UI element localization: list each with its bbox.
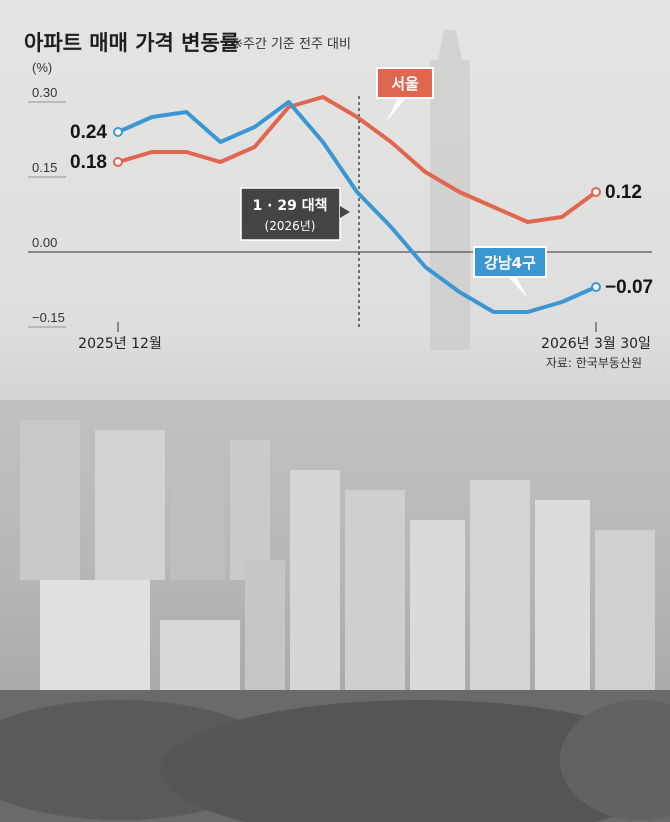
chart-title: 아파트 매매 가격 변동률 [24, 31, 239, 55]
y-axis: 0.30 0.15 0.00 −0.15 [28, 85, 652, 328]
series-line-0 [116, 95, 598, 224]
series-0-start-label: 0.18 [70, 152, 107, 173]
series-0-name: 서울 [391, 75, 419, 93]
series-0-tag-tail-outline [386, 98, 406, 122]
city-skyline-photo [0, 30, 670, 822]
series-1-tag-box [473, 246, 547, 278]
policy-annotation: 1 · 29 대책 (2026년) [240, 96, 360, 328]
annotation-box [240, 187, 341, 241]
series-0-point-0 [113, 157, 123, 167]
annotation-title: 1 · 29 대책 [253, 198, 328, 214]
y-tick-label-2: 0.00 [32, 235, 57, 250]
y-tick-label-1: 0.15 [32, 160, 57, 175]
y-tick-label-0: 0.30 [32, 85, 57, 100]
x-label-end: 2026년 3월 30일 [541, 336, 651, 352]
y-axis-unit: (%) [32, 60, 52, 75]
series-1-end-label: −0.07 [605, 277, 653, 298]
series-line-1 [116, 100, 598, 314]
series-0-tag-box [376, 67, 434, 99]
chart-subtitle: ※주간 기준 전주 대비 [232, 37, 351, 52]
series-1-start-label: 0.24 [70, 122, 107, 143]
annotation-year: (2026년) [265, 219, 316, 233]
source-label: 자료: 한국부동산원 [546, 356, 642, 370]
series-1-name: 강남4구 [484, 254, 536, 272]
y-tick-label-3: −0.15 [32, 310, 65, 325]
series-1-tag-tail-outline [508, 277, 528, 298]
annotation-pointer [340, 206, 350, 218]
series-1-point-0 [113, 127, 123, 137]
series-1-point-14 [591, 282, 601, 292]
x-axis: 2025년 12월 2026년 3월 30일 [78, 322, 651, 352]
x-label-start: 2025년 12월 [78, 336, 162, 352]
series-lines: 0.18 0.12 서울 0.24 −0.07 강남4구 [70, 67, 653, 314]
series-0-end-label: 0.12 [605, 182, 642, 203]
series-0-point-14 [591, 187, 601, 197]
